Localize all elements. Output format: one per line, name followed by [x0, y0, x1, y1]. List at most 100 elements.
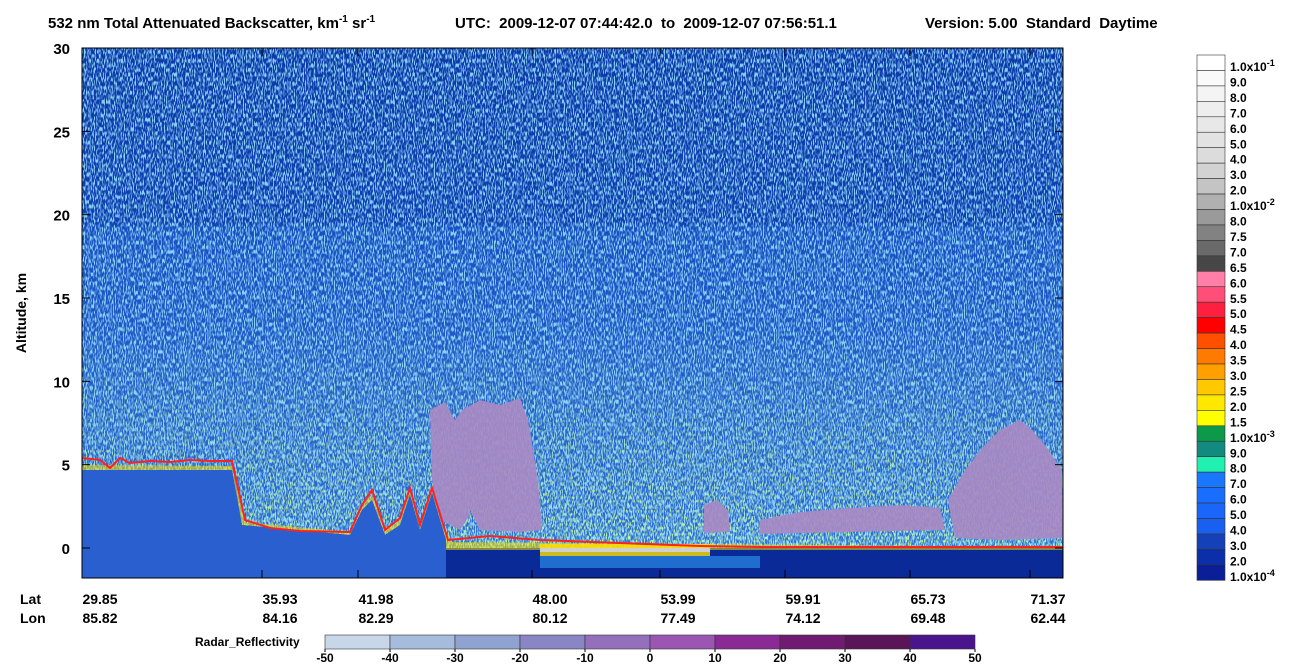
colorbar-label-exp: -4 [1267, 568, 1275, 578]
colorbar-box [1196, 101, 1226, 118]
colorbar-box [1196, 209, 1226, 226]
x-tick-label: 84.16 [262, 610, 297, 626]
colorbar-label: 4.5 [1230, 323, 1247, 337]
radar-color-box [324, 634, 391, 650]
colorbar-label: 3.5 [1230, 354, 1247, 368]
title-text: sr [348, 15, 367, 32]
radar-tick-label: -10 [576, 651, 594, 665]
x-tick-label: 77.49 [660, 610, 695, 626]
x-tick-label: 41.98 [358, 591, 393, 607]
radar-color-box [714, 634, 781, 650]
colorbar-box [1196, 301, 1226, 318]
radar-tick-label: 30 [838, 651, 852, 665]
x-tick-label: 69.48 [910, 610, 945, 626]
plot-frame [81, 47, 1064, 579]
colorbar-label: 1.5 [1230, 415, 1247, 429]
colorbar-label: 5.0 [1230, 307, 1247, 321]
x-tick-label: 85.82 [82, 610, 117, 626]
colorbar-box [1196, 533, 1226, 550]
radar-tick-label: 50 [968, 651, 982, 665]
x-tick-label: 29.85 [82, 591, 117, 607]
colorbar-box [1196, 363, 1226, 380]
version: Version: 5.00 Standard Daytime [925, 15, 1158, 32]
colorbar-label: 2.0 [1230, 554, 1247, 568]
colorbar-label-exp: -1 [1267, 58, 1275, 68]
colorbar-label-base: 1.0x10 [1230, 570, 1267, 584]
x-tick-label: 53.99 [660, 591, 695, 607]
radar-color-box [584, 634, 651, 650]
colorbar-label: 1.0x10-1 [1230, 58, 1275, 74]
colorbar-label: 6.5 [1230, 261, 1247, 275]
y-tick-label: 10 [53, 374, 70, 391]
colorbar-box [1196, 332, 1226, 349]
colorbar-box [1196, 456, 1226, 473]
colorbar-box [1196, 502, 1226, 519]
radar-tick-label: 10 [708, 651, 722, 665]
colorbar-box [1196, 394, 1226, 411]
colorbar-label: 5.0 [1230, 508, 1247, 522]
colorbar-box [1196, 518, 1226, 535]
colorbar-box [1196, 379, 1226, 396]
colorbar-label: 4.0 [1230, 338, 1247, 352]
radar-color-box [519, 634, 586, 650]
colorbar-box [1196, 70, 1226, 87]
colorbar-box [1196, 487, 1226, 504]
radar-color-box [389, 634, 456, 650]
title-sup: -1 [366, 14, 375, 25]
radar-color-box [649, 634, 716, 650]
colorbar-label-base: 1.0x10 [1230, 199, 1267, 213]
colorbar-box [1196, 147, 1226, 164]
colorbar-label: 2.0 [1230, 400, 1247, 414]
colorbar-label-exp: -3 [1267, 429, 1275, 439]
colorbar-box [1196, 564, 1226, 581]
colorbar-box [1196, 425, 1226, 442]
colorbar-box [1196, 54, 1226, 71]
radar-tick-label: 20 [773, 651, 787, 665]
colorbar-label: 9.0 [1230, 75, 1247, 89]
radar-tick-label: 0 [647, 651, 654, 665]
y-tick-label: 30 [53, 41, 70, 58]
radar-tick-label: -30 [446, 651, 464, 665]
colorbar-box [1196, 286, 1226, 303]
y-tick-label: 15 [53, 291, 70, 308]
x-tick-label: 82.29 [358, 610, 393, 626]
colorbar-label: 8.0 [1230, 91, 1247, 105]
colorbar-label-base: 1.0x10 [1230, 60, 1267, 74]
colorbar-label: 1.0x10-3 [1230, 429, 1275, 445]
y-tick-label: 5 [62, 458, 70, 475]
colorbar-box [1196, 178, 1226, 195]
chart-title: 532 nm Total Attenuated Backscatter, km -… [48, 14, 376, 32]
colorbar-label: 3.0 [1230, 168, 1247, 182]
title-text: 532 nm Total Attenuated Backscatter, km [48, 15, 339, 32]
colorbar-box [1196, 317, 1226, 334]
colorbar-label: 9.0 [1230, 446, 1247, 460]
colorbar-label: 4.0 [1230, 153, 1247, 167]
colorbar-box [1196, 193, 1226, 210]
radar-tick-label: 40 [903, 651, 917, 665]
radar-color-box [844, 634, 911, 650]
colorbar-label: 4.0 [1230, 524, 1247, 538]
colorbar-box [1196, 85, 1226, 102]
y-tick-label: 0 [62, 541, 70, 558]
colorbar-box [1196, 162, 1226, 179]
radar-color-box [454, 634, 521, 650]
colorbar-label: 5.0 [1230, 137, 1247, 151]
colorbar-label: 2.5 [1230, 384, 1247, 398]
colorbar-label: 6.0 [1230, 276, 1247, 290]
colorbar-box [1196, 224, 1226, 241]
radar-tick-label: -50 [316, 651, 334, 665]
radar-label: Radar_Reflectivity [195, 635, 300, 649]
x-tick-label: 62.44 [1030, 610, 1065, 626]
colorbar-box [1196, 270, 1226, 288]
colorbar-label: 6.0 [1230, 122, 1247, 136]
colorbar-box [1196, 240, 1226, 257]
colorbar-box [1196, 116, 1226, 133]
x-row-name: Lon [20, 610, 46, 626]
colorbar-box [1196, 348, 1226, 365]
colorbar-label: 1.0x10-2 [1230, 197, 1275, 213]
colorbar-label: 3.0 [1230, 369, 1247, 383]
x-row-name: Lat [20, 591, 41, 607]
x-tick-label: 80.12 [532, 610, 567, 626]
x-tick-label: 35.93 [262, 591, 297, 607]
